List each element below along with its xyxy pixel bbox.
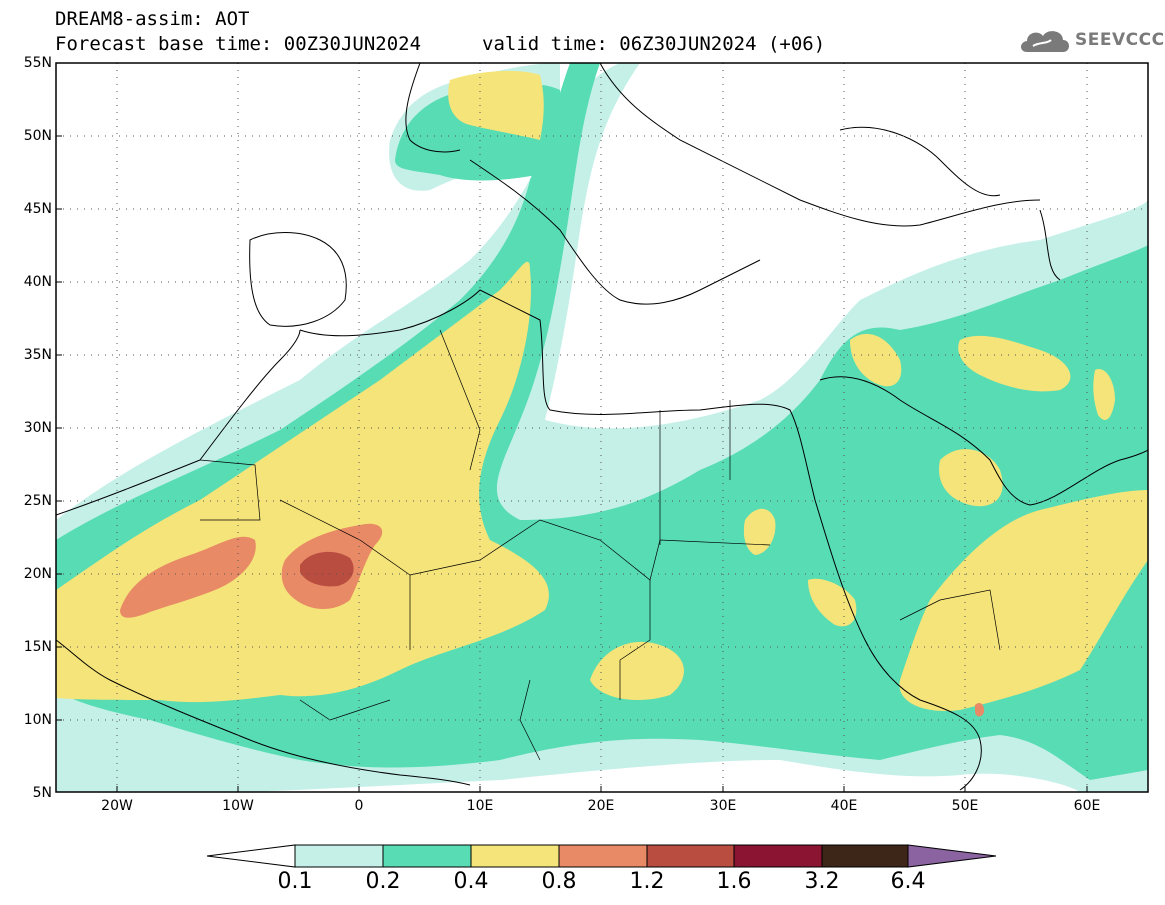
lat-label: 30N — [23, 420, 52, 436]
colorbar-label: 0.8 — [541, 869, 577, 894]
colorbar-label: 0.4 — [453, 869, 489, 894]
lat-label: 15N — [23, 639, 52, 655]
forecast-base-time: Forecast base time: 00Z30JUN2024 — [55, 33, 422, 55]
colorbar-swatch-6 — [821, 844, 909, 868]
lon-label: 40E — [830, 798, 858, 814]
lon-label: 20W — [101, 798, 133, 814]
colorbar-swatch-5 — [733, 844, 823, 868]
colorbar — [206, 844, 997, 868]
lat-label: 55N — [23, 55, 52, 71]
cloud-icon — [1021, 31, 1069, 52]
valid-time: valid time: 06Z30JUN2024 (+06) — [482, 33, 826, 55]
tick-marks — [56, 135, 1088, 792]
logo-text: SEEVCCC — [1075, 30, 1165, 50]
colorbar-label: 6.4 — [890, 869, 926, 894]
lon-label: 60E — [1073, 798, 1101, 814]
lat-label: 40N — [23, 274, 52, 290]
colorbar-swatch-1 — [382, 844, 472, 868]
lat-label: 25N — [23, 493, 52, 509]
lon-label: 50E — [951, 798, 979, 814]
lat-label: 5N — [32, 785, 52, 801]
colorbar-swatch-2 — [470, 844, 560, 868]
colorbar-label: 3.2 — [804, 869, 840, 894]
colorbar-label: 1.6 — [716, 869, 752, 894]
seevccc-logo: SEEVCCC — [1017, 22, 1164, 58]
colorbar-over-arrow — [907, 844, 997, 868]
lon-label: 20E — [587, 798, 615, 814]
country-borders — [199, 329, 1001, 761]
lon-label: 0 — [354, 798, 364, 814]
lon-label: 30E — [709, 798, 737, 814]
colorbar-swatch-0 — [294, 844, 384, 868]
lat-label: 45N — [23, 201, 52, 217]
colorbar-swatch-3 — [558, 844, 648, 868]
aot-level-1-2 — [300, 551, 354, 587]
map-title: DREAM8-assim: AOT — [55, 8, 250, 30]
lon-label: 10E — [466, 798, 494, 814]
colorbar-label: 0.2 — [365, 869, 401, 894]
colorbar-under-arrow — [206, 844, 296, 868]
coastlines — [56, 63, 1148, 791]
colorbar-label: 1.2 — [629, 869, 665, 894]
lat-label: 20N — [23, 566, 52, 582]
lon-label: 10W — [222, 798, 254, 814]
lat-label: 35N — [23, 347, 52, 363]
aot-field — [56, 63, 1148, 792]
lat-label: 50N — [23, 128, 52, 144]
lat-label: 10N — [23, 712, 52, 728]
colorbar-label: 0.1 — [277, 869, 313, 894]
graticule — [56, 63, 1148, 792]
colorbar-swatch-4 — [646, 844, 735, 868]
